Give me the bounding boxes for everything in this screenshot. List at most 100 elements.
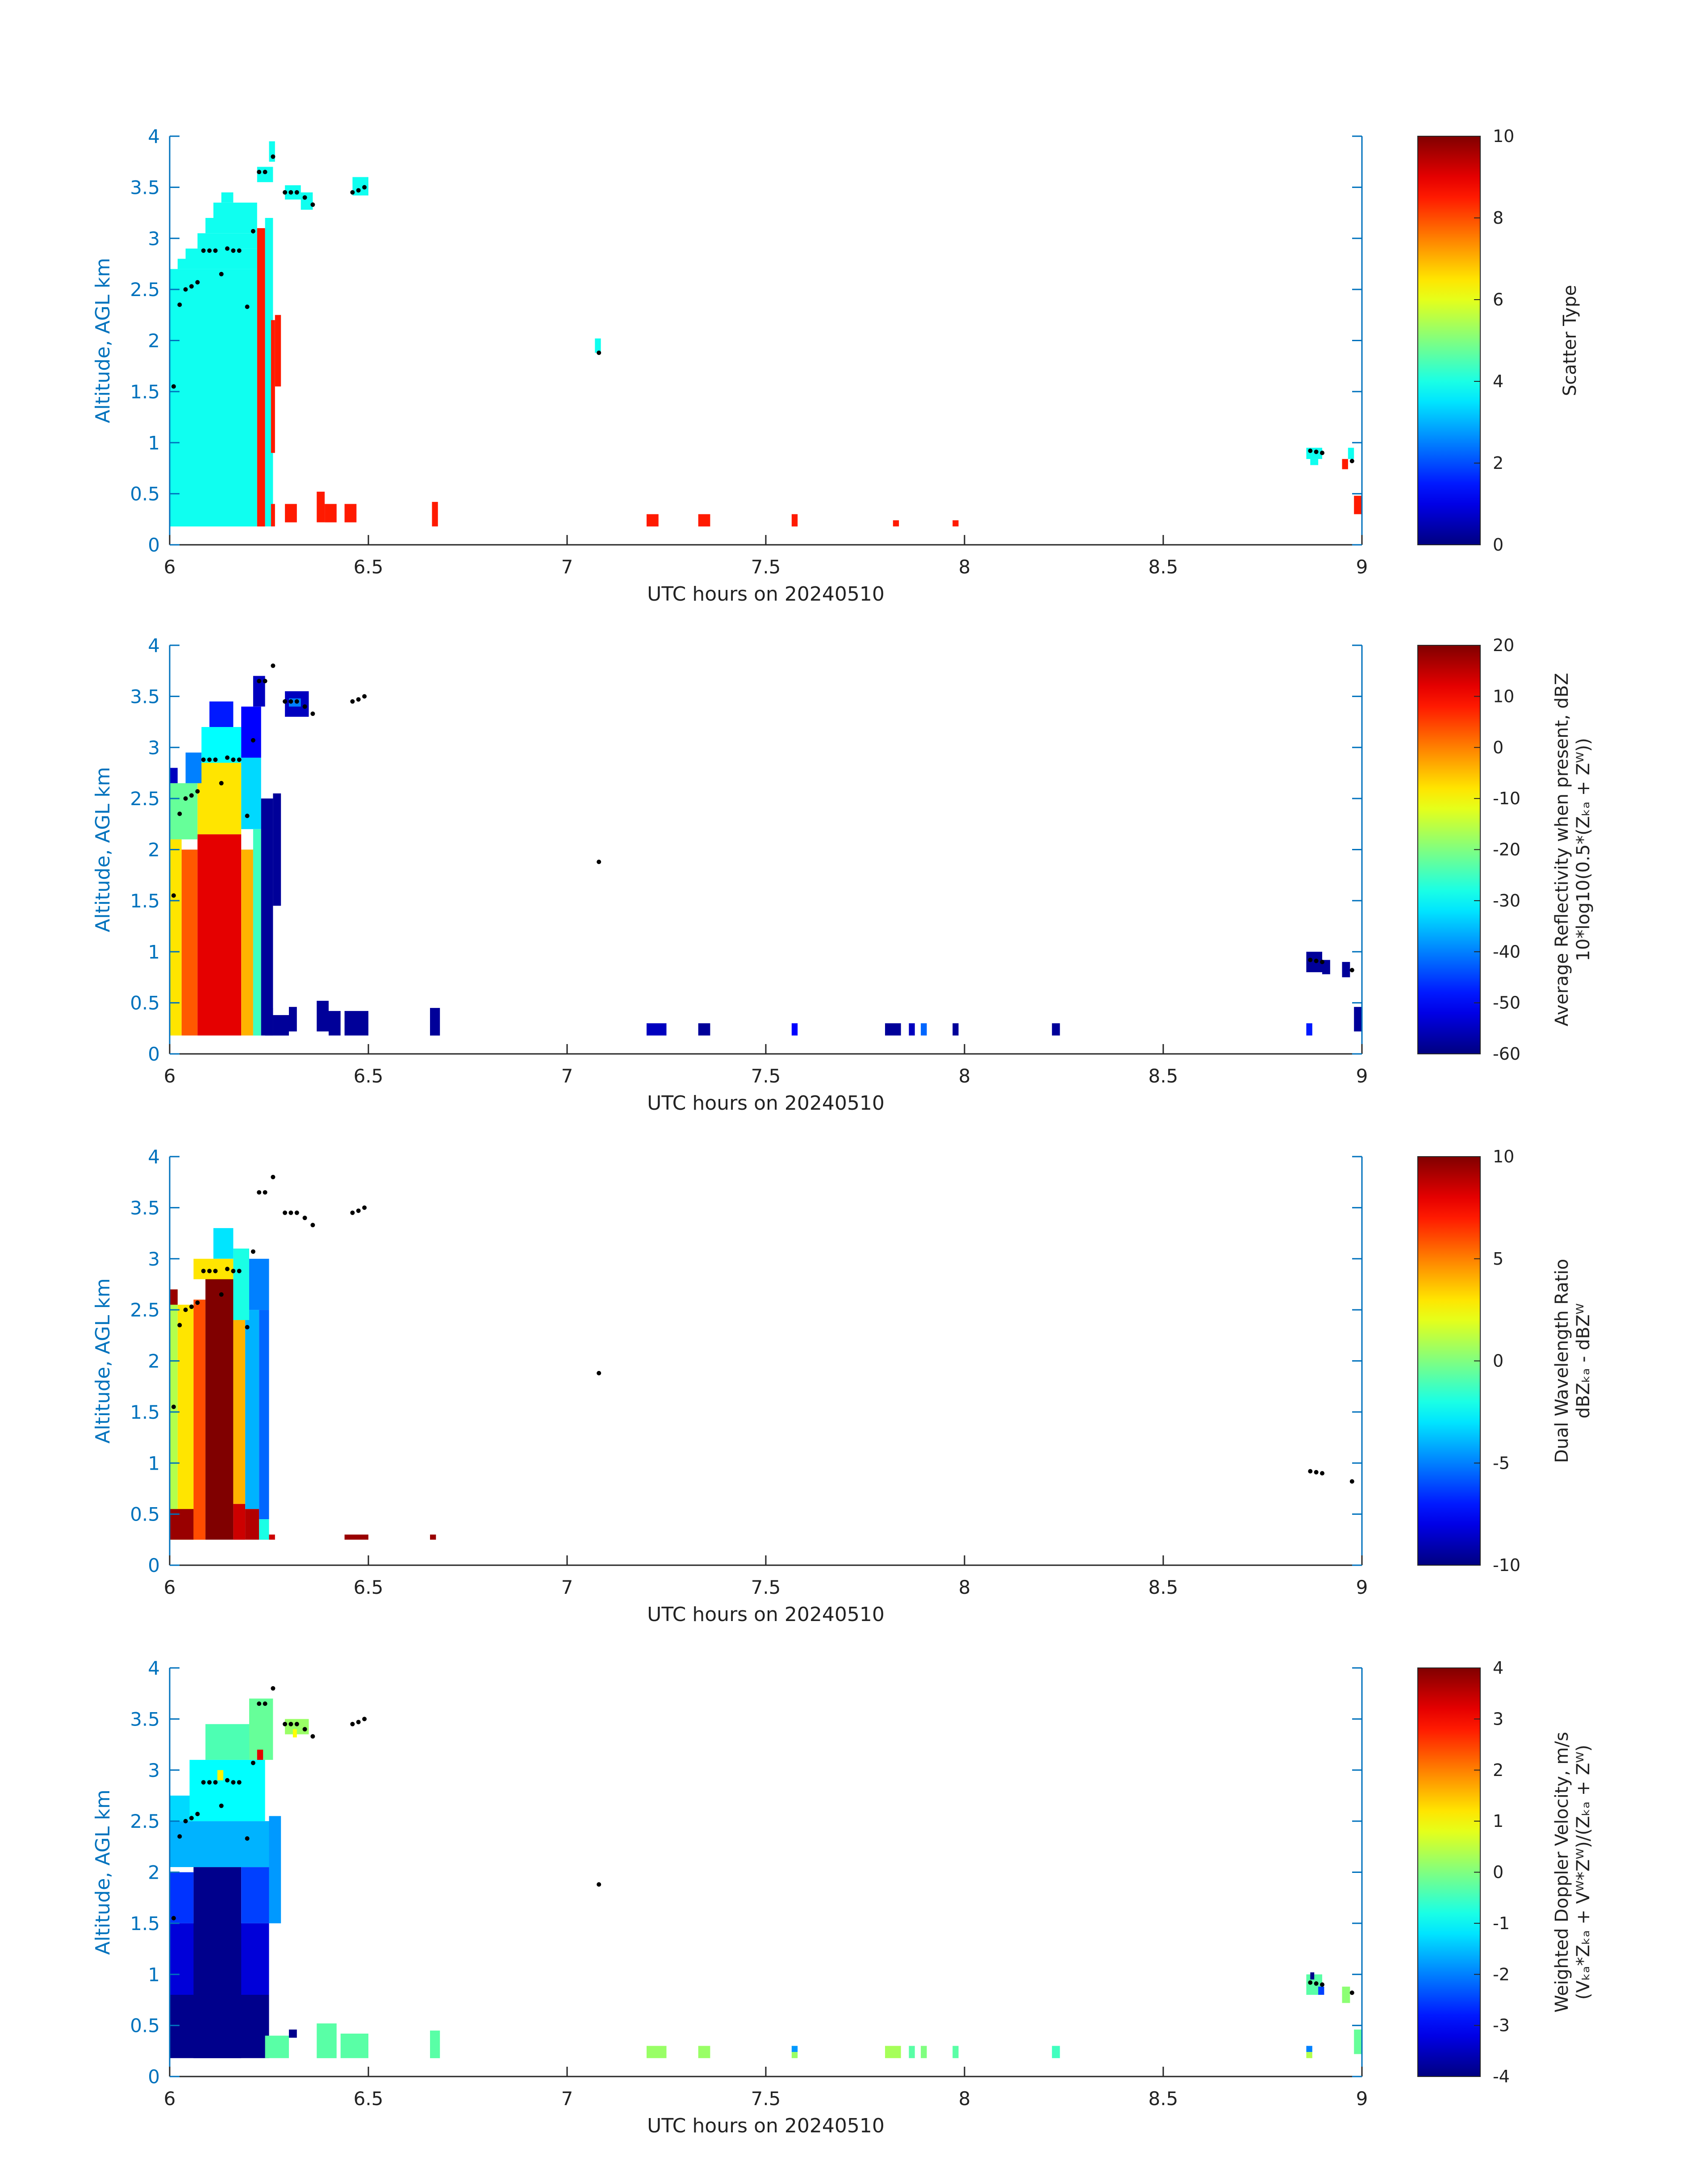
- colorbar-tick-label: 0: [1493, 1351, 1503, 1371]
- y-tick-label: 0: [148, 1043, 160, 1065]
- y-tick-label: 3: [148, 228, 160, 250]
- marker-point: [257, 1701, 262, 1706]
- y-tick-label: 1: [148, 432, 160, 454]
- heatmap-cell: [233, 1504, 246, 1540]
- heatmap-cells: [170, 1698, 1362, 2058]
- y-tick-label: 3.5: [130, 176, 160, 198]
- marker-point: [177, 1323, 182, 1328]
- heatmap-cell: [273, 793, 281, 906]
- colorbar-label-line: Dual Wavelength Ratio: [1552, 1259, 1572, 1463]
- heatmap-cell: [1052, 2046, 1060, 2058]
- marker-point: [356, 697, 361, 702]
- y-tick-label: 1.5: [130, 381, 160, 403]
- heatmap-cell: [292, 1729, 297, 1738]
- marker-point: [219, 1803, 224, 1808]
- x-tick-label: 9: [1356, 1065, 1368, 1087]
- marker-point: [189, 1816, 194, 1821]
- heatmap-cell: [344, 1011, 368, 1036]
- marker-point: [171, 1916, 176, 1921]
- x-tick-label: 6: [164, 1065, 176, 1087]
- heatmap-cell: [317, 2023, 337, 2058]
- colorbar-tick-label: -60: [1493, 1044, 1520, 1064]
- y-tick-label: 0.5: [130, 483, 160, 505]
- y-axis-label: Altitude, AGL km: [92, 258, 114, 423]
- heatmap-cell: [265, 2035, 289, 2058]
- colorbar-tick-label: 0: [1493, 738, 1503, 757]
- marker-point: [283, 190, 288, 195]
- colorbar-tick-label: 5: [1493, 1249, 1503, 1269]
- marker-point: [362, 1717, 367, 1722]
- colorbar-bar: [1417, 1667, 1481, 2077]
- marker-series: [171, 663, 1354, 973]
- colorbar-tick-label: 6: [1493, 290, 1503, 309]
- y-tick-label: 4: [148, 125, 160, 147]
- marker-point: [257, 679, 262, 684]
- heatmap-cell: [340, 2033, 368, 2058]
- heatmap-cell: [1348, 447, 1354, 459]
- marker-series: [171, 1686, 1354, 1995]
- heatmap-cell: [241, 849, 253, 1036]
- heatmap-cell: [791, 2046, 798, 2052]
- marker-point: [251, 738, 255, 743]
- colorbar-tick-label: -40: [1493, 942, 1520, 961]
- heatmap-cell: [259, 1519, 269, 1540]
- heatmap-cell: [952, 2046, 959, 2058]
- x-tick-label: 7.5: [751, 1576, 781, 1598]
- marker-series: [171, 154, 1354, 464]
- marker-point: [271, 1174, 276, 1179]
- marker-point: [263, 1701, 267, 1706]
- marker-point: [189, 793, 194, 798]
- y-tick-label: 2: [148, 839, 160, 861]
- x-tick-label: 9: [1356, 1576, 1368, 1598]
- heatmap-cell: [317, 492, 325, 522]
- marker-point: [177, 811, 182, 816]
- marker-point: [597, 860, 601, 864]
- heatmap-cell: [430, 1008, 440, 1036]
- heatmap-cell: [595, 338, 601, 353]
- marker-point: [263, 1190, 267, 1195]
- y-tick-label: 1: [148, 941, 160, 963]
- heatmap-cell: [344, 504, 357, 522]
- heatmap-cell: [698, 2046, 710, 2058]
- heatmap-cell: [241, 706, 261, 758]
- y-tick-label: 2.5: [130, 1299, 160, 1321]
- heatmap-cell: [1318, 1986, 1324, 1995]
- colorbar: -4 -3 -2 -1 0 1 2 3 4 Weighted Doppler Velocity, …: [1417, 1658, 1594, 2086]
- heatmap-cell: [201, 727, 242, 763]
- colorbar-tick-label: 2: [1493, 453, 1503, 473]
- x-tick-label: 8: [959, 2088, 971, 2110]
- marker-point: [219, 781, 224, 786]
- marker-point: [189, 284, 194, 289]
- marker-point: [201, 1780, 206, 1785]
- heatmap-cell: [233, 1320, 246, 1504]
- y-tick-label: 3.5: [130, 685, 160, 707]
- colorbar-tick-label: -30: [1493, 891, 1520, 911]
- heatmap-cell: [181, 849, 198, 1036]
- heatmap-cell: [647, 1023, 667, 1036]
- marker-point: [1308, 1980, 1313, 1985]
- heatmap-cell: [193, 1867, 242, 2058]
- marker-point: [310, 711, 315, 716]
- colorbar: 0 2 4 6 8 10 Scatter Type: [1417, 126, 1580, 555]
- marker-point: [350, 190, 355, 195]
- x-tick-label: 8.5: [1148, 1576, 1178, 1598]
- marker-point: [294, 190, 299, 195]
- marker-point: [350, 1210, 355, 1215]
- marker-point: [237, 248, 242, 253]
- heatmap-cell: [1342, 1986, 1350, 2003]
- marker-point: [283, 1210, 288, 1215]
- heatmap-cell: [197, 763, 242, 835]
- heatmap-cell: [213, 1228, 234, 1259]
- marker-point: [237, 1269, 242, 1274]
- heatmap-cell: [1322, 960, 1330, 974]
- x-tick-label: 7: [561, 2088, 573, 2110]
- colorbar-tick-label: -1: [1493, 1914, 1510, 1933]
- marker-point: [251, 1760, 255, 1765]
- colorbar-tick-label: -3: [1493, 2016, 1510, 2035]
- colorbar-tick-label: -10: [1493, 1555, 1520, 1575]
- colorbar-tick-label: -20: [1493, 840, 1520, 860]
- marker-point: [171, 1404, 176, 1409]
- heatmap-cell: [329, 1011, 341, 1036]
- x-axis-label: UTC hours on 20240510: [647, 1603, 885, 1626]
- marker-point: [356, 1208, 361, 1213]
